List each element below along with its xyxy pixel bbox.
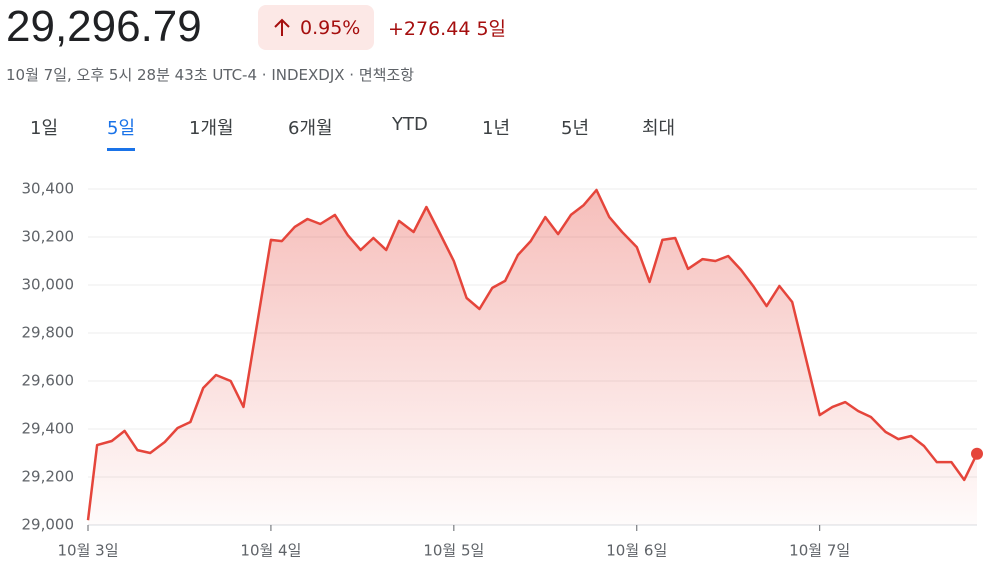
change-badge: 0.95% [258, 5, 374, 50]
y-tick-label: 29,400 [22, 420, 75, 438]
chart: 29,000 29,200 29,400 29,600 29,800 30,000 30,2… [22, 180, 983, 560]
range-tab[interactable]: 1일 [30, 118, 59, 139]
range-tab[interactable]: 6개월 [288, 118, 333, 139]
change-percent: 0.95% [300, 16, 361, 39]
last-point [971, 447, 983, 460]
x-tick-label: 10월 7일 [789, 542, 850, 560]
x-tick-label: 10월 6일 [606, 542, 667, 560]
range-tab[interactable]: 5일 [107, 114, 136, 151]
range-tab[interactable]: 5년 [561, 118, 590, 139]
disclaimer-link[interactable]: 면책조항 [358, 66, 415, 84]
y-tick-label: 30,000 [22, 276, 75, 294]
period: 5일 [476, 18, 507, 40]
change-value: +276.44 [388, 18, 471, 40]
range-tab[interactable]: YTD [392, 114, 428, 135]
area [88, 190, 977, 525]
x-tick-label: 10월 4일 [240, 542, 301, 560]
x-tick-label: 10월 3일 [58, 542, 119, 560]
price: 29,296.79 [6, 2, 202, 51]
y-tick-label: 29,200 [22, 468, 75, 486]
y-tick-label: 30,200 [22, 228, 75, 246]
up-arrow [274, 18, 290, 36]
timestamp: 10월 7일, 오후 5시 28분 43초 UTC-4 · INDEXDJX · [6, 66, 355, 84]
range-tab[interactable]: 1개월 [189, 118, 234, 139]
x-tick-label: 10월 5일 [423, 542, 484, 560]
y-tick-label: 29,000 [22, 516, 75, 534]
y-tick-label: 29,800 [22, 324, 75, 342]
subtitle: 10월 7일, 오후 5시 28분 43초 UTC-4 · INDEXDJX ·… [6, 64, 414, 85]
y-tick-label: 29,600 [22, 372, 75, 390]
y-tick-label: 30,400 [22, 180, 75, 198]
line [86, 188, 979, 521]
range-tab[interactable]: 1년 [482, 118, 511, 139]
change: +276.44 5일 [388, 14, 506, 41]
range-tab[interactable]: 최대 [642, 118, 676, 139]
